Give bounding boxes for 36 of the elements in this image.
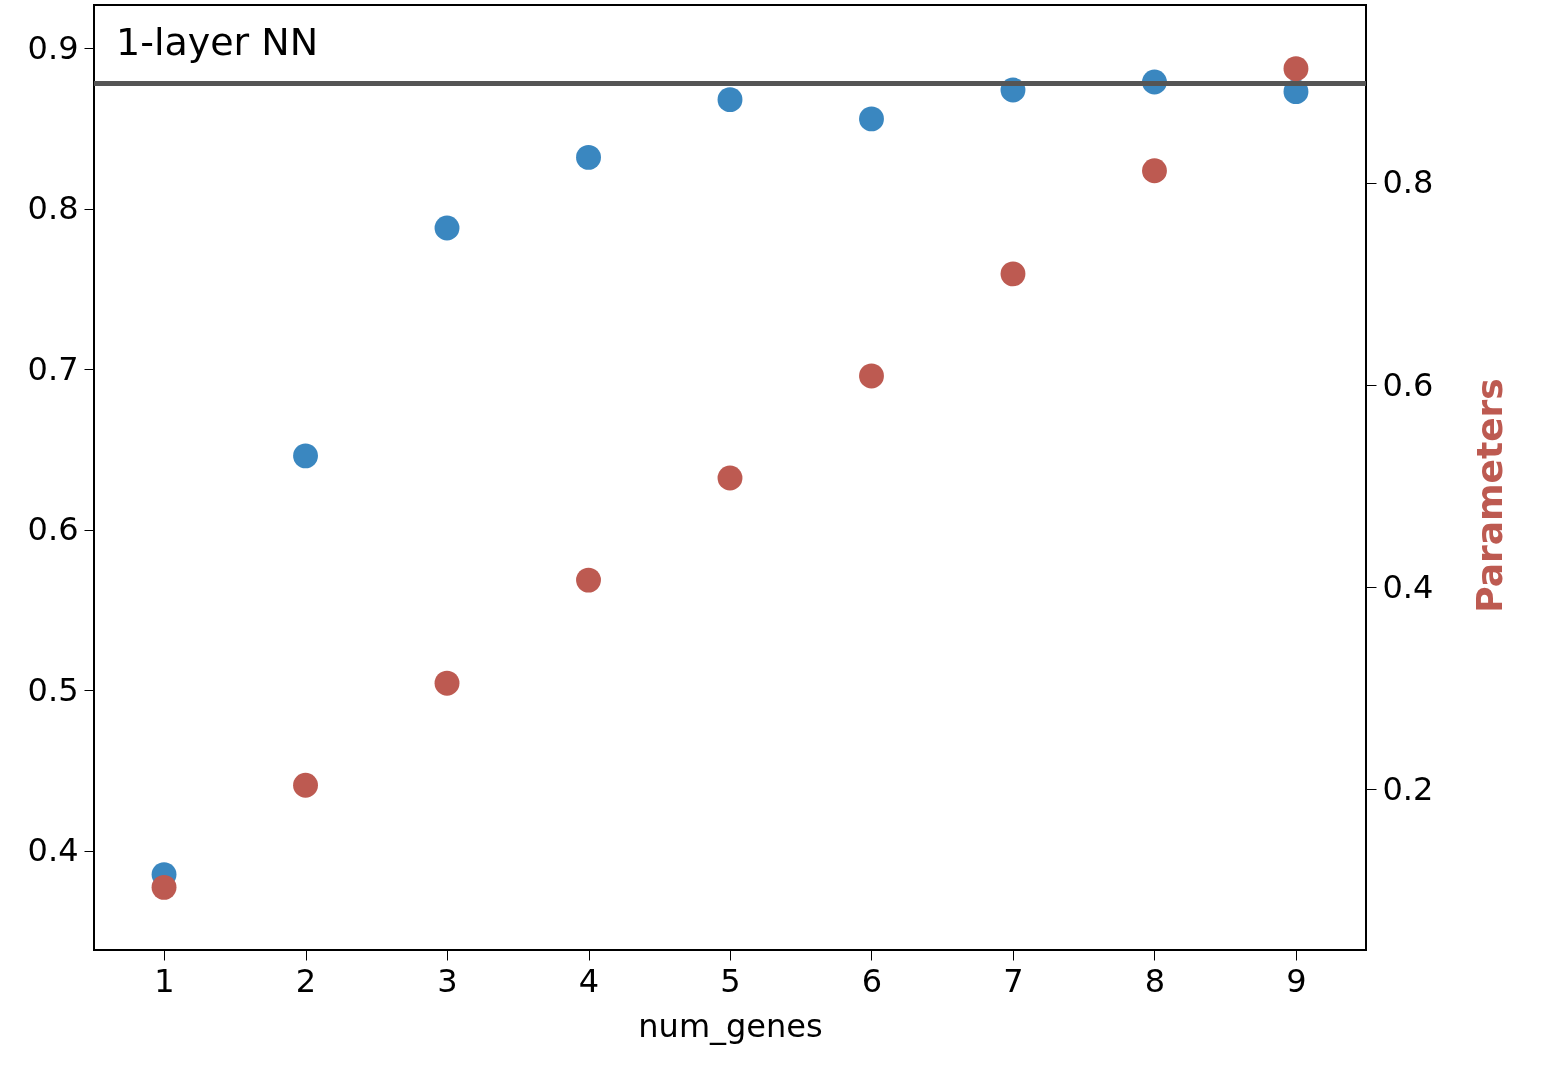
point	[151, 874, 177, 900]
point	[1000, 261, 1026, 287]
point	[434, 670, 460, 696]
x-tick-label: 4	[578, 961, 600, 1000]
y2-tick-label: 0.4	[1382, 567, 1434, 606]
x-tick-label: 8	[1144, 961, 1166, 1000]
point	[434, 215, 460, 241]
x-tick-label: 1	[154, 961, 175, 1000]
point	[576, 567, 601, 593]
x-tick-label: 3	[437, 961, 458, 1000]
x-tick-label: 7	[1003, 961, 1024, 1000]
y-tick-label: 0.7	[27, 349, 79, 388]
point	[1283, 56, 1309, 82]
y-tick-label: 0.9	[27, 28, 79, 67]
x-tick-label: 6	[861, 961, 883, 1000]
y2-tick-label: 0.6	[1382, 365, 1434, 404]
point	[859, 106, 884, 132]
point	[717, 465, 743, 491]
y-tick-label: 0.4	[27, 831, 79, 870]
y2-tick-label: 0.2	[1382, 769, 1434, 808]
point	[1142, 158, 1167, 184]
y-tick-label: 0.5	[27, 670, 79, 709]
y2-tick-label: 0.8	[1382, 163, 1434, 202]
y-tick-label: 0.8	[27, 189, 79, 228]
y2-axis-title: Parameters	[1468, 378, 1510, 613]
annotation: 1-layer NN	[116, 20, 319, 64]
x-tick-label: 2	[295, 961, 317, 1000]
y-tick-label: 0.6	[27, 510, 79, 549]
point	[859, 363, 884, 389]
point	[717, 87, 743, 113]
point	[293, 443, 318, 469]
x-tick-label: 5	[720, 961, 741, 1000]
x-axis-title: num_genes	[638, 1006, 823, 1045]
point	[576, 144, 601, 170]
point	[293, 772, 318, 798]
x-tick-label: 9	[1286, 961, 1307, 1000]
